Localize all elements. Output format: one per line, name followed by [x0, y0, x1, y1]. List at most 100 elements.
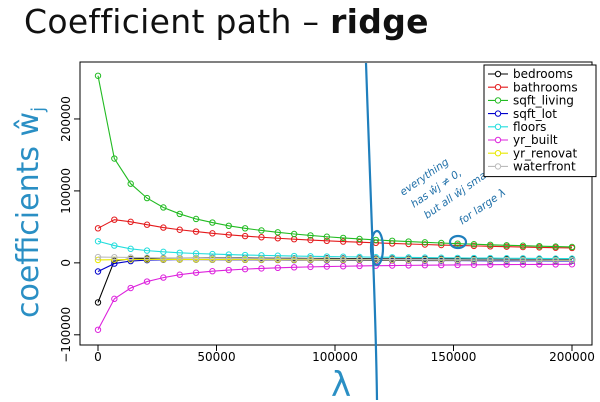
- data-point: [307, 255, 314, 263]
- data-point: [503, 256, 510, 264]
- data-point: [487, 254, 494, 262]
- data-point: [454, 240, 461, 247]
- data-point: [454, 256, 461, 263]
- legend-item: sqft_lot: [488, 107, 557, 121]
- data-point: [111, 295, 118, 303]
- legend-item: floors: [488, 120, 546, 134]
- data-point: [290, 230, 298, 238]
- data-point: [225, 266, 232, 274]
- data-point: [225, 222, 232, 230]
- data-point: [290, 255, 298, 263]
- data-point: [94, 253, 102, 261]
- legend-item: sqft_living: [488, 94, 574, 108]
- series-bedrooms: [94, 254, 576, 306]
- data-point: [94, 238, 102, 245]
- data-point: [552, 261, 559, 268]
- series-yr-built: [94, 261, 576, 333]
- plot-frame: [79, 61, 593, 346]
- y-tick-label: 100000: [59, 168, 73, 214]
- x-tick-label: 50000: [197, 350, 235, 364]
- data-point: [568, 243, 576, 251]
- axes: 0 50000 100000 150000 200000 −100000 0 100000 20…: [59, 96, 595, 364]
- data-point: [143, 278, 151, 285]
- data-point: [143, 221, 151, 228]
- data-point: [389, 237, 396, 244]
- series-line: [97, 219, 573, 249]
- data-point: [241, 255, 249, 262]
- legend-swatch-marker: [494, 97, 502, 104]
- data-point: [143, 247, 151, 254]
- data-point: [339, 238, 347, 245]
- data-point: [258, 227, 265, 234]
- data-point: [438, 256, 445, 263]
- data-point: [209, 255, 216, 262]
- slide-title-main: Coefficient path –: [24, 2, 331, 41]
- data-point: [421, 256, 429, 263]
- data-point: [568, 256, 576, 264]
- data-point: [470, 241, 478, 248]
- legend-label: yr_built: [513, 133, 558, 147]
- data-point: [176, 254, 183, 262]
- legend-label: bathrooms: [513, 80, 578, 94]
- vertical-lambda-marker: [364, 62, 379, 401]
- data-point: [111, 254, 118, 261]
- data-point: [258, 265, 265, 272]
- data-point: [307, 236, 314, 244]
- data-point: [241, 225, 249, 232]
- data-point: [176, 226, 183, 233]
- data-point: [94, 326, 102, 333]
- data-point: [94, 268, 102, 275]
- data-point: [258, 252, 265, 259]
- data-point: [209, 219, 216, 226]
- slide-title: Coefficient path – ridge: [24, 2, 429, 41]
- data-point: [290, 264, 298, 271]
- data-point: [536, 242, 543, 250]
- y-axis-title: coefficients ŵj: [11, 107, 49, 318]
- data-point: [470, 256, 478, 263]
- data-point: [225, 231, 232, 238]
- data-point: [438, 241, 445, 249]
- data-point: [127, 180, 134, 187]
- data-point: [568, 261, 576, 268]
- data-point: [519, 261, 527, 268]
- data-point: [160, 254, 167, 262]
- legend-label: sqft_living: [513, 94, 574, 108]
- data-point: [487, 261, 494, 268]
- data-point: [160, 248, 167, 256]
- data-point: [111, 242, 118, 249]
- data-point: [274, 264, 281, 272]
- legend-label: yr_renovat: [513, 146, 577, 160]
- data-point: [323, 233, 331, 240]
- legend-swatch-marker: [494, 150, 502, 157]
- data-point: [307, 232, 314, 239]
- data-point: [111, 216, 118, 223]
- data-point: [470, 254, 478, 262]
- data-point: [339, 234, 347, 242]
- data-point: [552, 256, 559, 264]
- data-point: [143, 254, 151, 261]
- slide-title-emphasis: ridge: [330, 2, 429, 41]
- data-point: [143, 256, 151, 263]
- legend-swatch-marker: [494, 163, 502, 170]
- data-point: [241, 251, 249, 259]
- data-point: [209, 268, 216, 275]
- legend-swatch-marker: [494, 110, 502, 117]
- x-tick-label: 0: [94, 350, 102, 364]
- data-point: [405, 256, 412, 263]
- data-point: [438, 239, 445, 247]
- legend-label: sqft_lot: [513, 107, 557, 121]
- data-point: [323, 255, 331, 263]
- series-line: [97, 263, 573, 331]
- data-point: [536, 256, 543, 264]
- series-layer: [94, 72, 576, 333]
- data-point: [176, 210, 183, 218]
- legend-swatch-marker: [494, 136, 502, 144]
- data-point: [274, 255, 281, 262]
- highlight-ellipse-lambda: [369, 229, 385, 267]
- data-point: [192, 254, 200, 262]
- data-point: [111, 260, 118, 267]
- data-point: [307, 263, 314, 271]
- data-point: [192, 250, 200, 257]
- series-line: [97, 240, 573, 260]
